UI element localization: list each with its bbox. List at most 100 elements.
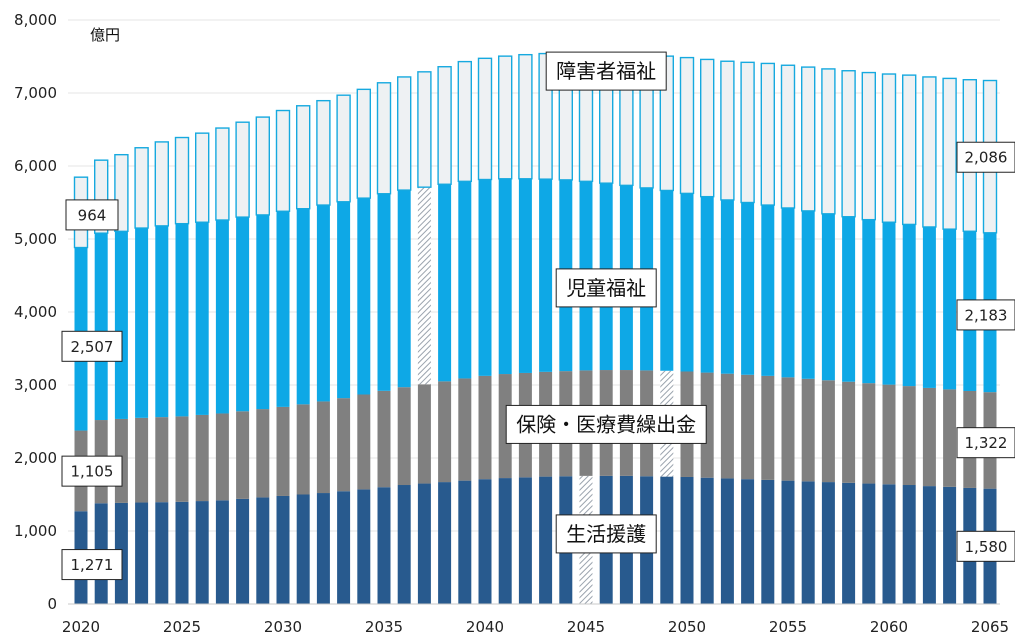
value-box-label: 2,507 <box>71 338 114 356</box>
x-tick-label: 2060 <box>870 618 908 636</box>
bar-segment <box>337 398 351 492</box>
bar-segment <box>741 374 755 480</box>
bar-segment <box>357 198 371 395</box>
value-box-frame <box>956 299 1015 331</box>
bar-segment <box>478 479 492 604</box>
bar-segment <box>175 501 189 604</box>
bar-segment <box>902 386 916 486</box>
value-box-frame <box>61 549 123 581</box>
bar-segment <box>498 374 512 479</box>
bar-segment <box>236 217 250 412</box>
bar-segment <box>922 226 936 388</box>
bar-segment <box>195 501 209 604</box>
bar-segment <box>175 223 189 417</box>
bar-segment <box>296 208 310 405</box>
bar-segment <box>135 228 149 418</box>
bar-segment <box>862 483 876 604</box>
x-axis-ticks: 2020 2025 2030 2035 2040 2045 2050 2055 2060 2065 <box>62 618 1009 636</box>
bar-segment <box>760 62 775 206</box>
bar-segment <box>457 60 472 183</box>
bar-segment <box>397 485 411 604</box>
y-tick-label: 3,000 <box>14 376 57 394</box>
bar-segment <box>417 71 432 188</box>
value-box-label: 1,105 <box>71 463 114 481</box>
value-box-label: 2,183 <box>965 306 1008 324</box>
bar-segment <box>256 409 270 498</box>
bar-segment <box>195 222 209 415</box>
bar-segment <box>741 202 755 375</box>
bar-segment <box>679 56 695 195</box>
bar-segment <box>720 373 734 479</box>
bar-segment <box>902 74 917 226</box>
bar-segment <box>397 190 411 388</box>
bars-layer <box>73 52 998 604</box>
series-name-label: 障害者福祉 <box>545 51 667 91</box>
x-tick-label: 2025 <box>163 618 201 636</box>
bar-segment <box>155 502 169 604</box>
series-name-frame <box>545 51 667 91</box>
bar-segment <box>296 105 311 210</box>
bar-segment <box>377 390 391 488</box>
value-box-frame <box>61 330 123 362</box>
bar-segment <box>862 383 876 484</box>
bar-segment <box>155 225 169 418</box>
value-box: 1,580 <box>956 530 1015 562</box>
value-box: 2,507 <box>61 330 123 362</box>
bar-segment <box>922 486 936 604</box>
bar-segment <box>680 476 694 604</box>
value-box: 964 <box>65 199 119 231</box>
x-tick-label: 2055 <box>769 618 807 636</box>
bar-segment <box>821 213 835 381</box>
y-tick-label: 2,000 <box>14 449 57 467</box>
bar-segment <box>417 483 431 604</box>
series-name-label: 児童福祉 <box>555 268 657 308</box>
bar-segment <box>154 141 170 227</box>
bar-segment <box>337 491 351 604</box>
unit-label: 億円 <box>90 26 120 44</box>
bar-segment <box>842 482 856 604</box>
bar-segment <box>458 181 472 379</box>
bar-segment <box>438 184 452 382</box>
bar-segment <box>518 178 532 373</box>
bar-segment <box>236 411 250 499</box>
bar-segment <box>821 68 836 215</box>
value-box: 1,105 <box>61 455 123 487</box>
bar-segment <box>882 484 896 604</box>
bar-segment <box>256 214 270 410</box>
bar-segment <box>175 416 189 502</box>
bar-segment <box>357 489 371 604</box>
bar-segment <box>458 480 472 604</box>
bar-segment <box>801 378 815 482</box>
bar-segment <box>720 478 734 604</box>
bar-segment <box>720 60 735 201</box>
bar-segment <box>478 375 492 480</box>
bar-segment <box>922 387 936 487</box>
bar-segment <box>215 127 230 221</box>
bar-segment <box>235 121 250 218</box>
y-tick-label: 7,000 <box>14 84 57 102</box>
value-box-frame <box>65 199 119 231</box>
bar-segment <box>801 66 816 212</box>
bar-segment <box>316 493 330 604</box>
bar-segment <box>761 375 775 480</box>
bar-segment <box>761 205 775 376</box>
value-box-label: 1,271 <box>71 556 114 574</box>
bar-segment <box>276 211 290 407</box>
bar-segment <box>943 389 957 487</box>
value-box: 2,183 <box>956 299 1015 331</box>
value-box: 1,271 <box>61 549 123 581</box>
series-name-text: 障害者福祉 <box>556 59 656 83</box>
y-tick-label: 1,000 <box>14 522 57 540</box>
bar-segment <box>276 495 290 604</box>
bar-segment <box>761 479 775 604</box>
y-tick-label: 6,000 <box>14 157 57 175</box>
bar-segment <box>942 77 957 230</box>
bar-segment <box>498 478 512 604</box>
bar-segment <box>255 116 270 216</box>
bar-segment <box>174 136 190 225</box>
bar-segment <box>498 55 513 180</box>
bar-segment <box>781 377 795 481</box>
y-axis-ticks: 0 1,000 2,000 3,000 4,000 5,000 6,000 7,000 8,00… <box>14 11 57 613</box>
